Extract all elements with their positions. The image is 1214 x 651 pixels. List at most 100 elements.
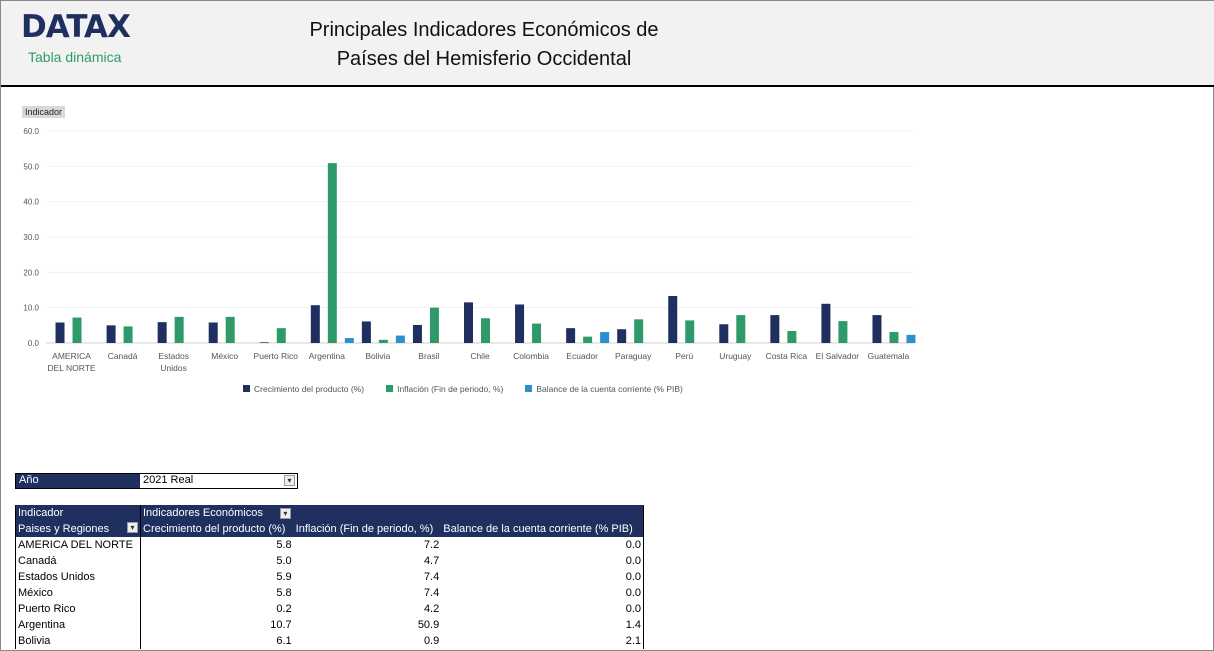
row1-label: Indicador [15,505,141,521]
title-line-1: Principales Indicadores Económicos de [309,19,659,41]
filter-icon[interactable]: ▾ [127,522,138,533]
bar [276,328,286,343]
filter-icon[interactable]: ▾ [284,475,295,486]
bar [344,338,354,343]
row-field[interactable]: Paises y Regiones ▾ [15,521,141,537]
col-header: Inflación (Fin de periodo, %) [293,521,442,537]
cell-value: 5.8 [276,587,292,599]
y-tick-label: 50.0 [23,162,39,171]
bar [378,339,388,343]
title-line-2: Países del Hemisferio Occidental [336,48,632,70]
legend-swatch [243,385,250,392]
x-tick-label: Costa Rica [766,351,808,361]
table-row: Estados Unidos 5.9 7.4 0.0 [15,569,645,585]
year-filter: Año 2021 Real ▾ [15,473,298,489]
x-tick-label: Perú [675,351,693,361]
bar [634,319,644,343]
cell-value: 7.4 [423,571,440,583]
y-tick-label: 60.0 [23,127,39,136]
row-label: Canadá [15,553,141,569]
bar [259,342,269,343]
bar [464,302,473,343]
x-tick-label: Puerto Rico [254,351,299,361]
bar [106,325,116,343]
bar [872,315,882,343]
bar [617,329,627,343]
bar [838,321,848,343]
bar [55,322,65,343]
cell-value: 6.1 [276,635,292,647]
bar [72,317,82,343]
table-row: AMERICA DEL NORTE 5.8 7.2 0.0 [15,537,645,553]
x-tick-label: El Salvador [816,351,860,361]
x-tick-label: Chile [470,351,490,361]
subtitle: Tabla dinámica [28,49,122,65]
table-row: Canadá 5.0 4.7 0.0 [15,553,645,569]
row-label: México [15,585,141,601]
x-tick-label: Unidos [160,363,186,373]
indicador-field-button[interactable]: Indicador [22,106,66,118]
bar [685,320,695,343]
cell-value: 5.8 [276,539,292,551]
legend-label: Balance de la cuenta corriente (% PIB) [536,384,683,394]
legend-label: Inflación (Fin de periodo, %) [397,384,504,394]
x-tick-label: Guatemala [868,351,910,361]
row-label: Estados Unidos [15,569,141,585]
year-filter-value[interactable]: 2021 Real ▾ [140,474,297,488]
x-tick-label: Bolivia [365,351,390,361]
y-tick-label: 10.0 [23,304,39,313]
table-row: México 5.8 7.4 0.0 [15,585,645,601]
legend-item: Balance de la cuenta corriente (% PIB) [525,384,683,394]
page-title: Principales Indicadores Económicos de Pa… [284,16,684,74]
row-label: Bolivia [15,633,141,649]
legend-label: Crecimiento del producto (%) [254,384,365,394]
bar [668,296,678,343]
pivot-table: Indicador Indicadores Económicos ▾ Paises… [15,505,645,649]
year-value: 2021 Real [143,474,194,486]
cell-value: 1.4 [441,617,645,633]
bar [906,334,916,343]
table-row: Argentina 10.7 50.9 1.4 [15,617,645,633]
cell-value: 5.0 [276,555,292,567]
bar [566,328,576,343]
col-header: Crecimiento del producto (%) [140,521,294,537]
header: DATAX Tabla dinámica Principales Indicad… [1,1,1214,87]
cell-value: 4.7 [423,555,440,567]
table-row: Bolivia 6.1 0.9 2.1 [15,633,645,649]
row-label: AMERICA DEL NORTE [15,537,141,553]
legend-item: Inflación (Fin de periodo, %) [386,384,503,394]
cell-value: 0.2 [276,603,292,615]
bar [719,324,729,343]
bar [174,316,184,343]
bar [736,315,746,343]
legend-item: Crecimiento del producto (%) [243,384,364,394]
dropdown-icon[interactable]: ▾ [279,508,291,519]
bar [123,326,133,343]
datax-logo: DATAX [21,9,131,45]
bar [532,323,542,343]
cell-value: 0.9 [423,635,440,647]
column-field-label: Indicadores Económicos [143,507,263,519]
x-tick-label: Paraguay [615,351,652,361]
bar [787,330,797,343]
bar [208,322,218,343]
cell-value: 5.9 [276,571,292,583]
cell-value: 0.0 [441,601,645,617]
bar [429,307,439,343]
y-tick-label: 20.0 [23,268,39,277]
legend-swatch [525,385,533,392]
chart-legend: Crecimiento del producto (%) Inflación (F… [243,384,683,394]
cell-value: 10.7 [270,619,292,631]
bar-chart: 0.0 10.0 20.0 30.0 40.0 50.0 60.0 AMERICA DEL NO… [23,127,916,373]
y-tick-label: 40.0 [23,198,39,207]
cell-value: 2.1 [441,633,645,649]
cell-value: 0.0 [441,585,645,601]
bar [310,305,320,343]
x-tick-label: DEL NORTE [47,363,96,373]
column-field[interactable]: Indicadores Económicos ▾ [140,505,644,521]
row-label: Puerto Rico [15,601,141,617]
cell-value: 4.2 [423,603,440,615]
bar [515,304,525,343]
bar [600,332,610,343]
cell-value: 7.4 [423,587,440,599]
